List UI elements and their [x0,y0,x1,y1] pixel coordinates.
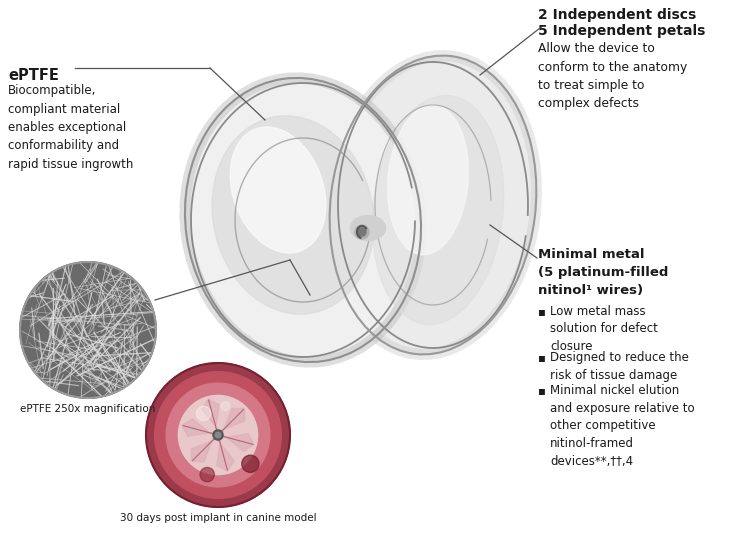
Ellipse shape [185,78,421,362]
Polygon shape [217,431,254,451]
Text: 2 Independent discs: 2 Independent discs [538,8,696,22]
Polygon shape [202,399,221,436]
Text: ▪: ▪ [538,352,546,365]
Circle shape [215,432,221,438]
Circle shape [196,406,211,420]
Circle shape [200,467,214,482]
Circle shape [20,262,156,398]
Circle shape [355,225,369,239]
Text: 30 days post implant in canine model: 30 days post implant in canine model [120,513,316,523]
Text: ▪: ▪ [538,385,546,397]
Text: ePTFE 250x magnification: ePTFE 250x magnification [20,404,156,414]
Text: Low metal mass
solution for defect
closure: Low metal mass solution for defect closu… [550,305,658,353]
Circle shape [20,262,156,398]
Ellipse shape [350,215,386,240]
Polygon shape [215,408,244,437]
Text: Designed to reduce the
risk of tissue damage: Designed to reduce the risk of tissue da… [550,352,688,382]
Text: ePTFE: ePTFE [8,68,58,83]
Polygon shape [191,433,220,462]
Circle shape [178,396,257,474]
Circle shape [221,402,230,410]
Circle shape [154,371,281,498]
Circle shape [166,383,270,487]
Ellipse shape [372,95,504,325]
Circle shape [358,228,366,236]
Ellipse shape [230,127,326,253]
Text: Minimal metal
(5 platinum-filled
nitinol¹ wires): Minimal metal (5 platinum-filled nitinol… [538,248,668,297]
Circle shape [213,430,223,440]
Circle shape [242,455,259,472]
Text: Minimal nickel elution
and exposure relative to
other competitive
nitinol-framed: Minimal nickel elution and exposure rela… [550,385,694,467]
Text: Allow the device to
conform to the anatomy
to treat simple to
complex defects: Allow the device to conform to the anato… [538,42,687,111]
Ellipse shape [330,56,536,354]
Polygon shape [182,419,219,439]
Text: 5 Independent petals: 5 Independent petals [538,24,705,38]
Circle shape [146,363,290,507]
Text: Biocompatible,
compliant material
enables exceptional
conformability and
rapid t: Biocompatible, compliant material enable… [8,84,134,171]
Ellipse shape [388,105,469,255]
Text: ▪: ▪ [538,305,546,318]
Ellipse shape [212,116,374,314]
Polygon shape [214,434,234,471]
